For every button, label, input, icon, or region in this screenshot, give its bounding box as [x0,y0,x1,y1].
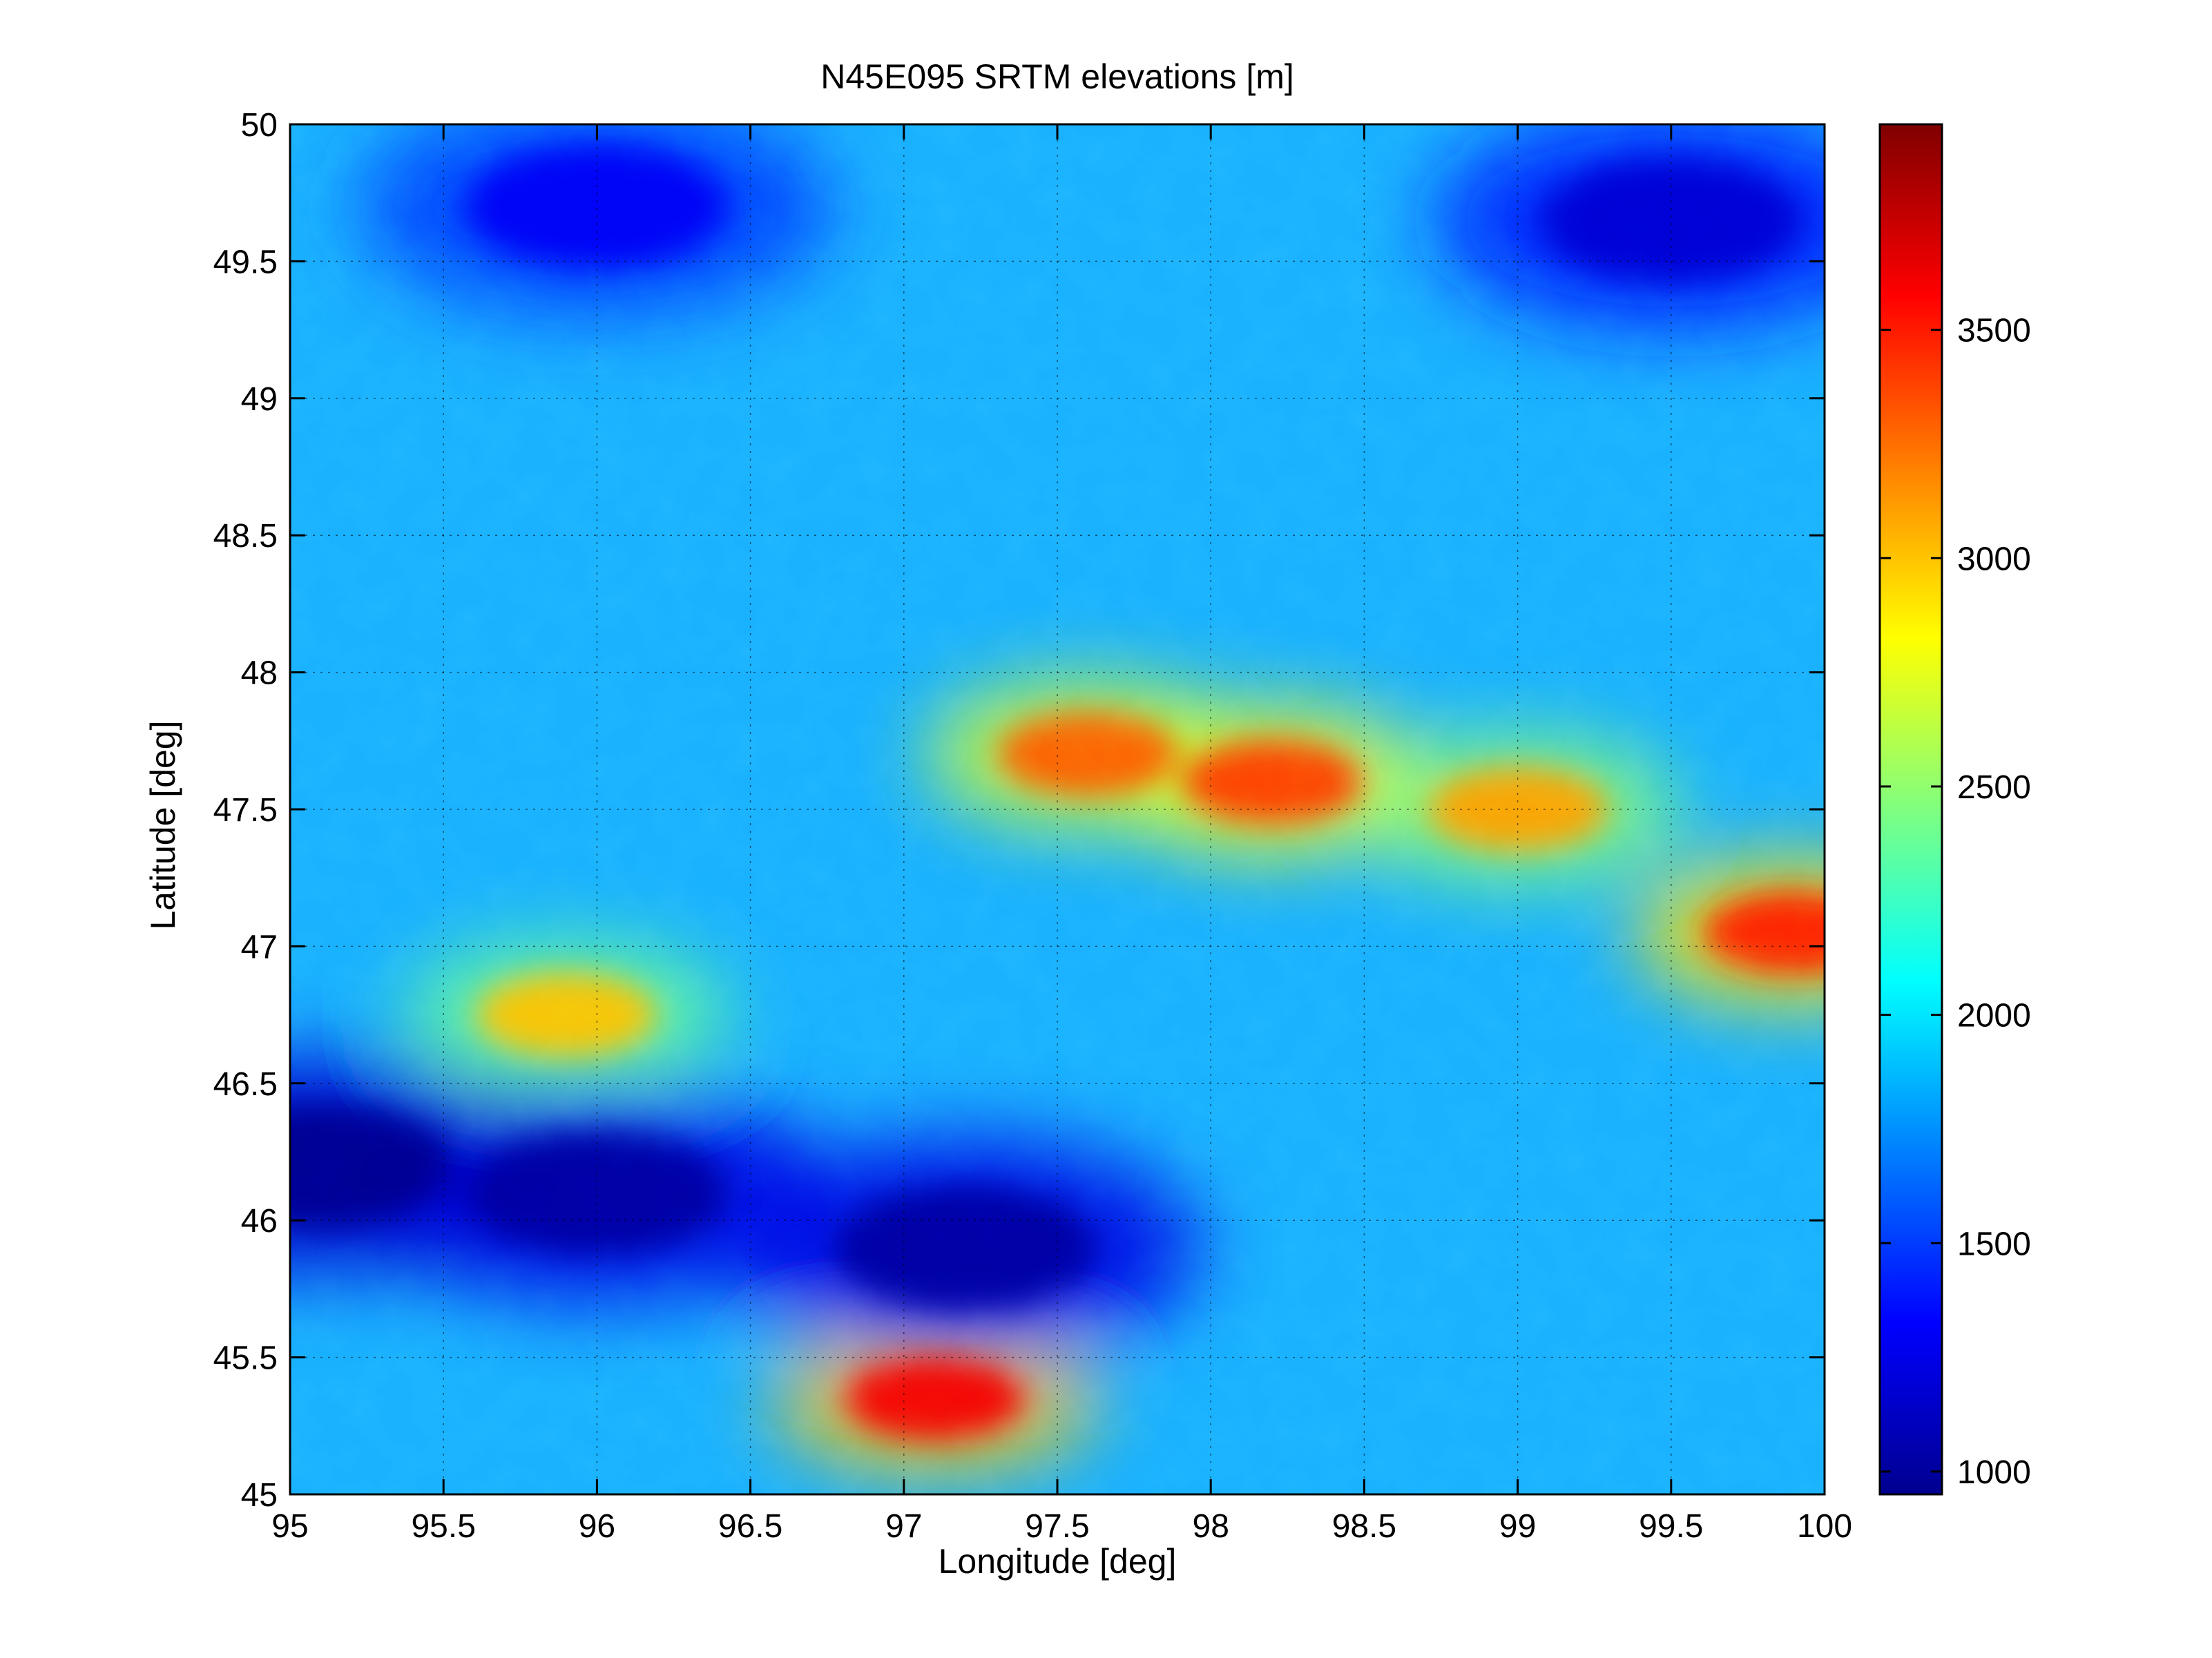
y-tick-label: 50 [241,107,278,144]
y-tick-label: 48.5 [213,518,278,555]
colorbar-tick-label: 2000 [1957,998,2031,1034]
y-tick-label: 49 [241,381,278,418]
y-tick-label: 48 [241,655,278,692]
x-tick-label: 98.5 [1332,1508,1396,1545]
colorbar-tick-label: 1000 [1957,1454,2031,1491]
x-tick-label: 100 [1797,1508,1852,1545]
grid [290,124,1825,1494]
x-tick-label: 99 [1499,1508,1536,1545]
x-tick-label: 98 [1193,1508,1229,1545]
x-tick-label: 99.5 [1639,1508,1703,1545]
y-tick-label: 47 [241,929,278,965]
x-axis: 95 95.5 96 96.5 97 97.5 98 98.5 99 99.5 100 [271,124,1852,1545]
y-tick-label: 45.5 [213,1340,278,1377]
y-axis: 45 45.5 46 46.5 47 47.5 48 48.5 49 49.5 50 [213,107,1825,1514]
x-tick-label: 96 [579,1508,615,1545]
colorbar-tick-label: 3500 [1957,313,2031,349]
x-tick-label: 96.5 [718,1508,782,1545]
colorbar-tick-label: 1500 [1957,1226,2031,1262]
x-tick-label: 95 [271,1508,308,1545]
y-tick-label: 45 [241,1477,278,1514]
y-tick-label: 46 [241,1203,278,1240]
x-tick-label: 97.5 [1025,1508,1089,1545]
y-tick-label: 47.5 [213,792,278,829]
x-tick-label: 95.5 [411,1508,475,1545]
colorbar [1878,123,1943,1496]
chart-title: N45E095 SRTM elevations [m] [820,57,1294,96]
y-tick-label: 49.5 [213,244,278,280]
colorbar-ticks: 1000 1500 2000 2500 3000 3500 [1880,313,2031,1491]
colorbar-tick-label: 3000 [1957,541,2031,577]
x-axis-label: Longitude [deg] [938,1542,1177,1581]
y-tick-label: 46.5 [213,1066,278,1103]
colorbar-tick-label: 2500 [1957,769,2031,806]
x-tick-label: 97 [885,1508,922,1545]
plot-area [290,124,1825,1494]
